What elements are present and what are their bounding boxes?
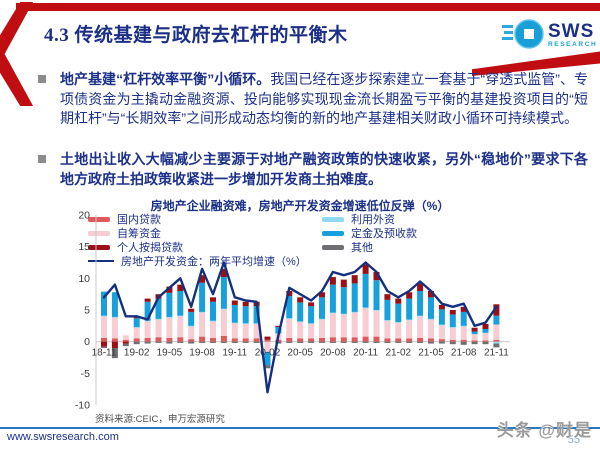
legend-col-right: 利用外资定金及预收款 其他: [322, 212, 417, 254]
legend-swatch: [88, 244, 110, 250]
legend-item: 其他: [322, 240, 417, 254]
legend-label: 房地产开发资金：两年平均增速（%）: [121, 256, 307, 268]
sws-coin-icon: [502, 19, 544, 49]
legend-label: 个人按揭贷款: [117, 242, 183, 254]
legend-swatch: [322, 244, 344, 250]
legend-item: 房地产开发资金：两年平均增速（%）: [88, 254, 307, 268]
bullet-square-icon: [38, 155, 46, 163]
svg-text:5: 5: [84, 305, 90, 317]
svg-text:21-11: 21-11: [484, 348, 509, 359]
svg-text:20-11: 20-11: [353, 348, 378, 359]
legend-swatch: [88, 216, 110, 222]
legend-item: 定金及预收款: [322, 226, 417, 240]
svg-text:21-08: 21-08: [451, 348, 477, 359]
legend-label: 国内贷款: [117, 214, 161, 226]
svg-text:18-11: 18-11: [92, 348, 117, 359]
svg-text:0: 0: [84, 336, 90, 348]
bullet-item: 土地出让收入大幅减少主要源于对地产融资政策的快速收紧，另外“稳地价”要求下各地方…: [36, 150, 588, 189]
legend-item: 国内贷款: [88, 212, 307, 226]
svg-text:21-02: 21-02: [386, 348, 412, 359]
svg-text:20-02: 20-02: [255, 348, 281, 359]
svg-text:-5: -5: [81, 368, 90, 380]
slide-title: 4.3 传统基建与政府去杠杆的平衡木: [44, 25, 348, 46]
watermark: 头条 @财是: [496, 421, 592, 440]
header-red-strip: [16, 3, 600, 11]
svg-text:21-05: 21-05: [418, 348, 444, 359]
svg-text:19-08: 19-08: [189, 348, 215, 359]
svg-text:20-05: 20-05: [287, 348, 313, 359]
legend-label: 其他: [351, 242, 373, 254]
svg-text:20: 20: [78, 210, 90, 222]
logo-text: SWS: [548, 20, 595, 42]
legend-label: 利用外资: [351, 214, 395, 226]
bullet-lead: 地产基建“杠杆效率平衡”小循环。: [60, 71, 271, 87]
legend-label: 自筹资金: [117, 228, 161, 240]
bullet-text: 地产基建“杠杆效率平衡”小循环。我国已经在逐步探索建立一套基于“穿透式监管”、专…: [60, 71, 589, 126]
legend-swatch: [322, 230, 344, 236]
svg-text:19-11: 19-11: [222, 348, 247, 359]
svg-text:10: 10: [78, 273, 90, 285]
svg-text:19-02: 19-02: [124, 348, 150, 359]
legend-swatch: [322, 216, 344, 222]
svg-text:20-08: 20-08: [320, 348, 346, 359]
footer-url: www.swsresearch.com: [7, 431, 119, 443]
svg-text:-10: -10: [75, 400, 90, 412]
legend-col-left: 国内贷款自筹资金个人按揭贷款房地产开发资金：两年平均增速（%）: [88, 212, 307, 268]
chart-canvas: 20 15 10 5 0 -5 -10 18-11 19-02 19-05 19-08 19-11 20…: [75, 210, 510, 412]
bullet-text: 土地出让收入大幅减少主要源于对地产融资政策的快速收紧，另外“稳地价”要求下各地方…: [60, 151, 588, 187]
legend-item: 自筹资金: [88, 226, 307, 240]
legend-item: 个人按揭贷款: [88, 240, 307, 254]
legend-swatch: [88, 230, 110, 236]
bullet-item: 地产基建“杠杆效率平衡”小循环。我国已经在逐步探索建立一套基于“穿透式监管”、专…: [36, 70, 588, 129]
chart-title: 房地产企业融资难，房地产开发资金增速低位反弹（%）: [150, 199, 450, 213]
footer-divider: [0, 427, 600, 429]
logo-subtext: RESEARCH: [548, 40, 598, 48]
page-number: 55: [567, 434, 580, 446]
svg-text:15: 15: [78, 241, 90, 253]
bullet-square-icon: [38, 75, 46, 83]
legend-label: 定金及预收款: [351, 228, 417, 240]
legend-item: 利用外资: [322, 212, 417, 226]
svg-text:19-05: 19-05: [157, 348, 183, 359]
sws-logo: SWS RESEARCH: [502, 14, 597, 56]
legend-swatch: [88, 259, 114, 263]
source-note: 资料来源:CEIC，申万宏源研究: [95, 414, 225, 425]
